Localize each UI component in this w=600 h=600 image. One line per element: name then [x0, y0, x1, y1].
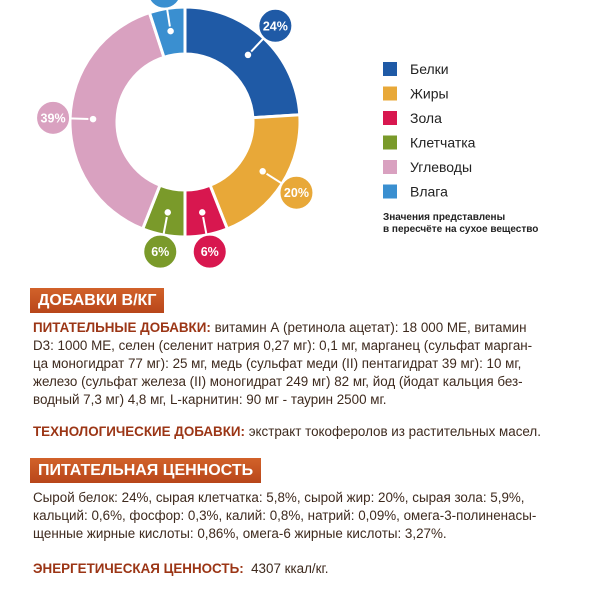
legend-label: Белки	[410, 61, 449, 77]
donut-segment	[68, 10, 166, 231]
text: витамин А (ретинола ацетат): 18 000 МЕ, …	[214, 320, 527, 335]
text: экстракт токоферолов из растительных мас…	[248, 424, 541, 439]
legend-label: Углеводы	[410, 159, 472, 175]
value-label: 6%	[201, 245, 219, 259]
legend-label: Жиры	[410, 86, 449, 102]
text-line: водный 7,3 мг) 4,8 мг, L-карнитин: 90 мг…	[33, 392, 387, 407]
section-heading: ДОБАВКИ В/КГ	[30, 288, 165, 313]
donut-segment	[208, 113, 302, 231]
value-label: 20%	[284, 186, 309, 200]
text-line: ПИТАТЕЛЬНЫЕ ДОБАВКИ: витамин А (ретинола…	[33, 320, 527, 335]
value-label: 6%	[151, 245, 169, 259]
chart: 24%20%6%6%39%5%БелкиЖирыЗолаКлетчаткаУгл…	[35, 0, 538, 270]
text-line: ТЕХНОЛОГИЧЕСКИЕ ДОБАВКИ: экстракт токофе…	[33, 424, 541, 439]
text: 4307 ккал/кг.	[251, 561, 329, 576]
callout-badge	[191, 233, 228, 270]
callout-dot	[257, 166, 268, 177]
note: в пересчёте на сухое вещество	[383, 224, 538, 235]
callout-badge	[148, 0, 181, 10]
legend-label: Клетчатка	[410, 135, 476, 151]
legend-swatch	[383, 135, 397, 150]
text-line: щенные жирные кислоты: 0,86%, омега-6 жи…	[33, 526, 447, 541]
text-line: Сырой белок: 24%, сырая клетчатка: 5,8%,…	[33, 490, 525, 505]
callout-dot	[243, 50, 253, 60]
note: Значения представлены	[383, 212, 505, 223]
text-line: D3: 1000 МЕ, селен (селенит натрия 0,27 …	[33, 338, 533, 353]
donut-segment	[183, 5, 302, 120]
section-heading: ПИТАТЕЛЬНАЯ ЦЕННОСТЬ	[30, 458, 262, 483]
text-line: кальций: 0,6%, фосфор: 0,3%, калий: 0,8%…	[33, 508, 537, 523]
label: ТЕХНОЛОГИЧЕСКИЕ ДОБАВКИ:	[33, 424, 245, 439]
callout-badge	[257, 7, 294, 44]
callout-dot	[88, 114, 98, 124]
callout-dot	[197, 207, 207, 218]
legend-swatch	[383, 86, 397, 101]
text-line: ЭНЕРГЕТИЧЕСКАЯ ЦЕННОСТЬ: 4307 ккал/кг.	[33, 561, 328, 576]
value-label: 39%	[41, 111, 66, 125]
callout-badge	[278, 174, 315, 211]
legend-label: Влага	[410, 184, 448, 200]
callout-dot	[163, 207, 173, 218]
label: ЭНЕРГЕТИЧЕСКАЯ ЦЕННОСТЬ:	[33, 561, 244, 576]
callout-dot	[165, 26, 176, 36]
legend-swatch	[383, 62, 397, 76]
text-line: железо (сульфат железа (II) моногидрат 2…	[33, 374, 523, 389]
legend-swatch	[383, 160, 397, 174]
callout-badge	[35, 99, 72, 136]
legend-swatch	[383, 184, 397, 199]
callout-badge	[142, 233, 179, 270]
text-line: ца моногидрат 77 мг): 25 мг, медь (сульф…	[33, 356, 522, 371]
legend-label: Зола	[410, 110, 442, 126]
callout-line	[164, 0, 172, 32]
value-label: 24%	[263, 19, 288, 33]
label: ПИТАТЕЛЬНЫЕ ДОБАВКИ:	[33, 320, 211, 335]
legend-swatch	[383, 111, 397, 125]
